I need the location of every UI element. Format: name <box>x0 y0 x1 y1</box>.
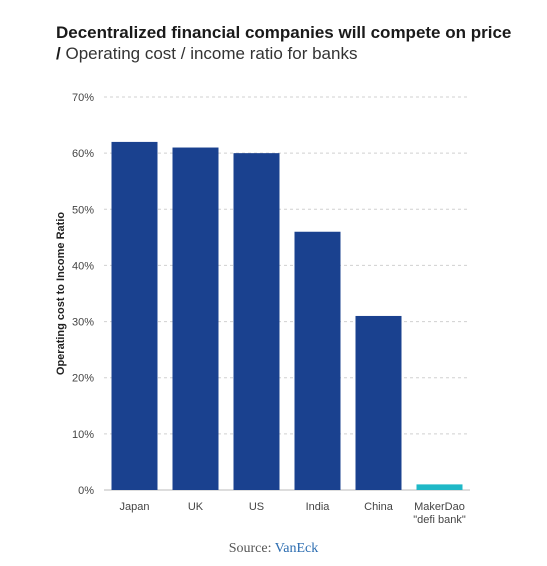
chart-title-subtitle: Operating cost / income ratio for banks <box>65 44 358 63</box>
y-tick-label: 0% <box>78 485 94 497</box>
y-tick-label: 40% <box>72 260 94 272</box>
x-tick-label: MakerDao <box>414 501 465 513</box>
bar-uk <box>172 147 219 490</box>
y-tick-label: 10% <box>72 429 94 441</box>
y-tick-label: 50% <box>72 204 94 216</box>
bar-makerdao-defi-bank <box>416 484 463 490</box>
bar-india <box>294 231 341 490</box>
x-tick-label: "defi bank" <box>413 514 466 526</box>
chart-title: Decentralized financial companies will c… <box>56 22 516 64</box>
x-tick-label: China <box>364 501 394 513</box>
y-tick-label: 30% <box>72 317 94 329</box>
y-tick-label: 60% <box>72 148 94 160</box>
source-label: Source: <box>228 541 272 556</box>
chart-title-bold: Decentralized financial companies will c… <box>56 23 512 63</box>
y-tick-label: 20% <box>72 373 94 385</box>
x-tick-label: Japan <box>120 501 150 513</box>
x-tick-label: US <box>249 501 264 513</box>
bar-japan <box>111 141 158 490</box>
source-link[interactable]: VanEck <box>274 541 319 556</box>
bar-us <box>233 153 280 490</box>
y-axis-label: Operating cost to Income Ratio <box>55 212 67 375</box>
source-line: Source: VanEck <box>0 541 547 557</box>
y-tick-label: 70% <box>72 92 94 104</box>
x-tick-label: UK <box>188 501 204 513</box>
x-tick-label: India <box>306 501 331 513</box>
bar-china <box>355 315 402 490</box>
